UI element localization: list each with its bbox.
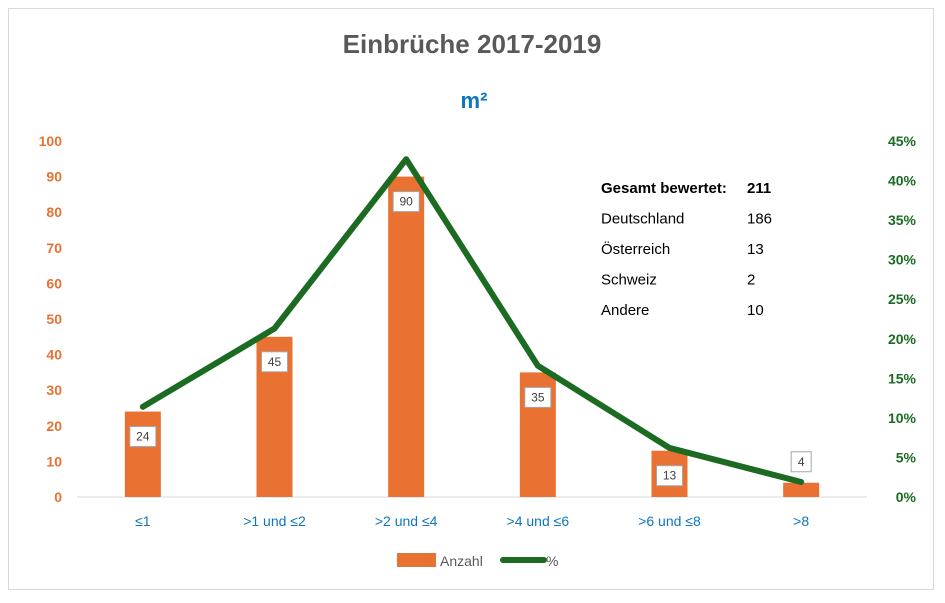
bar (124, 411, 161, 497)
annotation-value: 10 (747, 302, 764, 319)
chart-subtitle: m² (461, 88, 488, 113)
data-label-box (790, 451, 812, 473)
right-tick-label: 10% (888, 410, 917, 426)
x-tick-label: >8 (793, 513, 809, 529)
left-tick-label: 50 (46, 311, 62, 327)
left-tick-label: 80 (46, 204, 62, 220)
right-tick-label: 5% (896, 449, 917, 465)
left-tick-label: 70 (46, 240, 62, 256)
legend-label-anzahl: Anzahl (440, 553, 483, 569)
annotation-label: Andere (601, 302, 649, 319)
data-label-box (656, 465, 683, 487)
data-label: 90 (399, 195, 413, 209)
x-tick-label: >4 und ≤6 (507, 513, 570, 529)
annotation-label: Schweiz (601, 272, 657, 289)
data-label: 35 (531, 390, 545, 404)
line-series-percent (139, 156, 805, 485)
left-tick-label: 10 (46, 453, 62, 469)
annotation-value: 13 (747, 241, 764, 258)
data-label: 4 (798, 455, 805, 469)
data-label-box (392, 191, 420, 213)
data-label-box (129, 426, 157, 448)
data-label: 45 (268, 355, 282, 369)
right-tick-label: 20% (888, 331, 917, 347)
legend-swatch-anzahl (397, 553, 436, 567)
left-tick-label: 90 (46, 169, 62, 185)
annotation-value: 2 (747, 272, 755, 289)
left-tick-label: 20 (46, 418, 62, 434)
right-tick-label: 25% (888, 291, 917, 307)
annotation-label: Österreich (601, 240, 670, 258)
annotation-label: Gesamt bewertet: (601, 180, 727, 197)
right-tick-label: 30% (888, 252, 917, 268)
x-tick-label: >1 und ≤2 (243, 513, 306, 529)
bar (388, 176, 425, 497)
data-label-box (524, 386, 552, 408)
annotation-label: Deutschland (601, 211, 684, 228)
annotation-value: 186 (747, 211, 772, 228)
right-tick-label: 0% (896, 489, 917, 505)
left-tick-label: 100 (39, 133, 63, 149)
right-tick-label: 40% (888, 173, 917, 189)
right-tick-label: 15% (888, 370, 917, 386)
data-label-box (261, 351, 288, 373)
chart-frame (8, 8, 934, 590)
right-tick-label: 45% (888, 133, 917, 149)
left-tick-label: 60 (46, 275, 62, 291)
left-tick-label: 40 (46, 347, 62, 363)
bar (783, 482, 820, 497)
x-tick-label: >2 und ≤4 (375, 513, 438, 529)
data-label: 13 (663, 469, 677, 483)
left-tick-label: 0 (54, 489, 62, 505)
x-tick-label: >6 und ≤8 (638, 513, 701, 529)
legend-label-percent: % (546, 553, 558, 569)
annotation-value: 211 (747, 180, 771, 197)
chart-title: Einbrüche 2017-2019 (343, 29, 602, 59)
right-tick-label: 35% (888, 212, 917, 228)
x-tick-label: ≤1 (135, 513, 151, 529)
data-label: 24 (136, 430, 150, 444)
left-tick-label: 30 (46, 382, 62, 398)
